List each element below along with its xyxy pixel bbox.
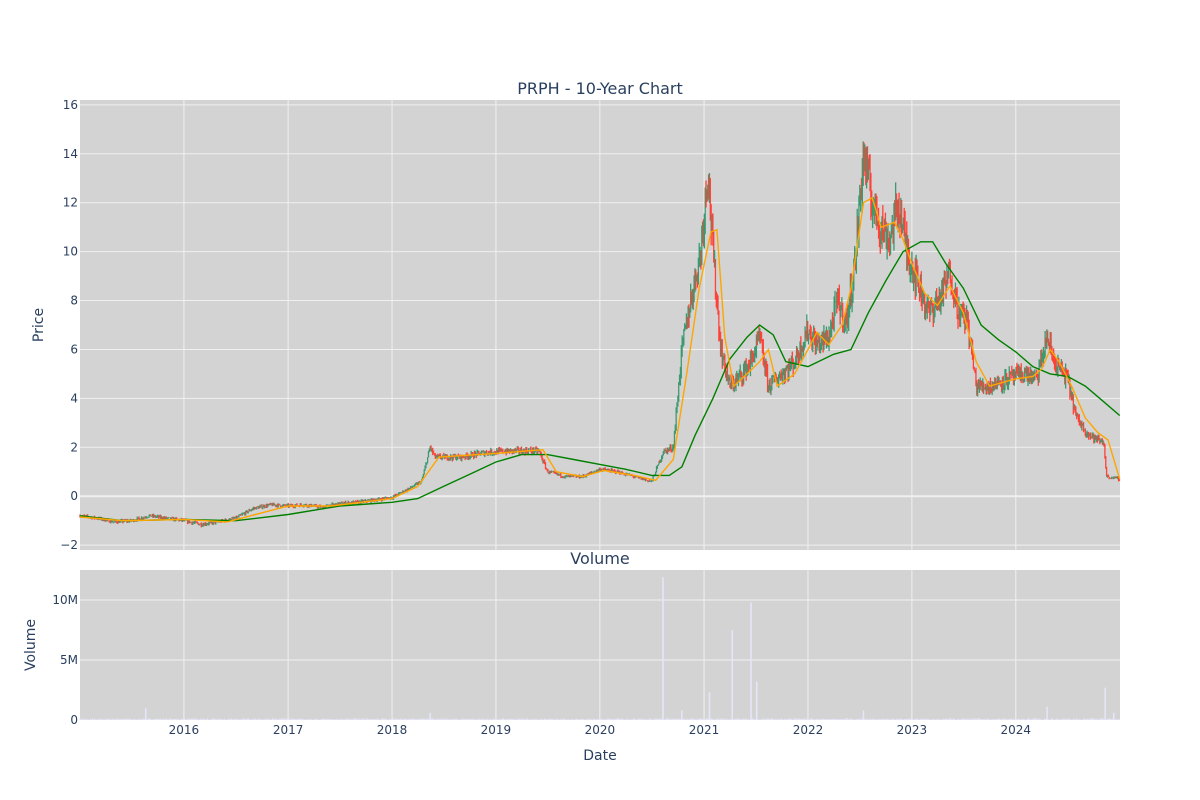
volume-chart-title: Volume xyxy=(570,549,630,568)
long-moving-average-line xyxy=(79,241,1121,522)
price-y-tick-label: 16 xyxy=(63,98,78,112)
price-y-tick-label: 10 xyxy=(63,245,78,259)
x-tick-label: 2016 xyxy=(169,723,200,737)
volume-y-axis-label: Volume xyxy=(23,619,39,671)
price-y-tick-label: 2 xyxy=(70,440,78,454)
x-tick-label: 2024 xyxy=(1001,723,1032,737)
x-tick-labels: 2016 2017 2018 2019 2020 2021 2022 2023 2024 xyxy=(169,723,1031,737)
x-tick-label: 2022 xyxy=(793,723,824,737)
x-tick-label: 2023 xyxy=(897,723,928,737)
volume-gridlines xyxy=(80,570,1120,720)
x-tick-label: 2021 xyxy=(689,723,720,737)
volume-y-tick-label: 10M xyxy=(52,593,78,607)
price-gridlines xyxy=(80,100,1120,550)
volume-y-tick-label: 5M xyxy=(60,653,78,667)
price-y-tick-labels: −2 0 2 4 6 8 10 12 14 16 xyxy=(60,98,78,552)
price-y-tick-label: 8 xyxy=(70,294,78,308)
price-y-tick-label: −2 xyxy=(60,538,78,552)
price-y-tick-label: 0 xyxy=(70,489,78,503)
price-chart-title: PRPH - 10-Year Chart xyxy=(517,79,683,98)
x-tick-label: 2018 xyxy=(377,723,408,737)
x-tick-label: 2017 xyxy=(273,723,304,737)
short-moving-average-line xyxy=(79,196,1121,523)
volume-y-tick-labels: 0 5M 10M xyxy=(52,593,78,727)
volume-bars xyxy=(79,577,1121,720)
x-tick-label: 2020 xyxy=(585,723,616,737)
volume-y-tick-label: 0 xyxy=(70,713,78,727)
price-y-tick-label: 14 xyxy=(63,147,78,161)
x-tick-label: 2019 xyxy=(481,723,512,737)
x-axis-label: Date xyxy=(583,748,616,764)
price-y-tick-label: 4 xyxy=(70,391,78,405)
price-y-axis-label: Price xyxy=(31,308,47,342)
price-y-tick-label: 6 xyxy=(70,342,78,356)
price-y-tick-label: 12 xyxy=(63,196,78,210)
